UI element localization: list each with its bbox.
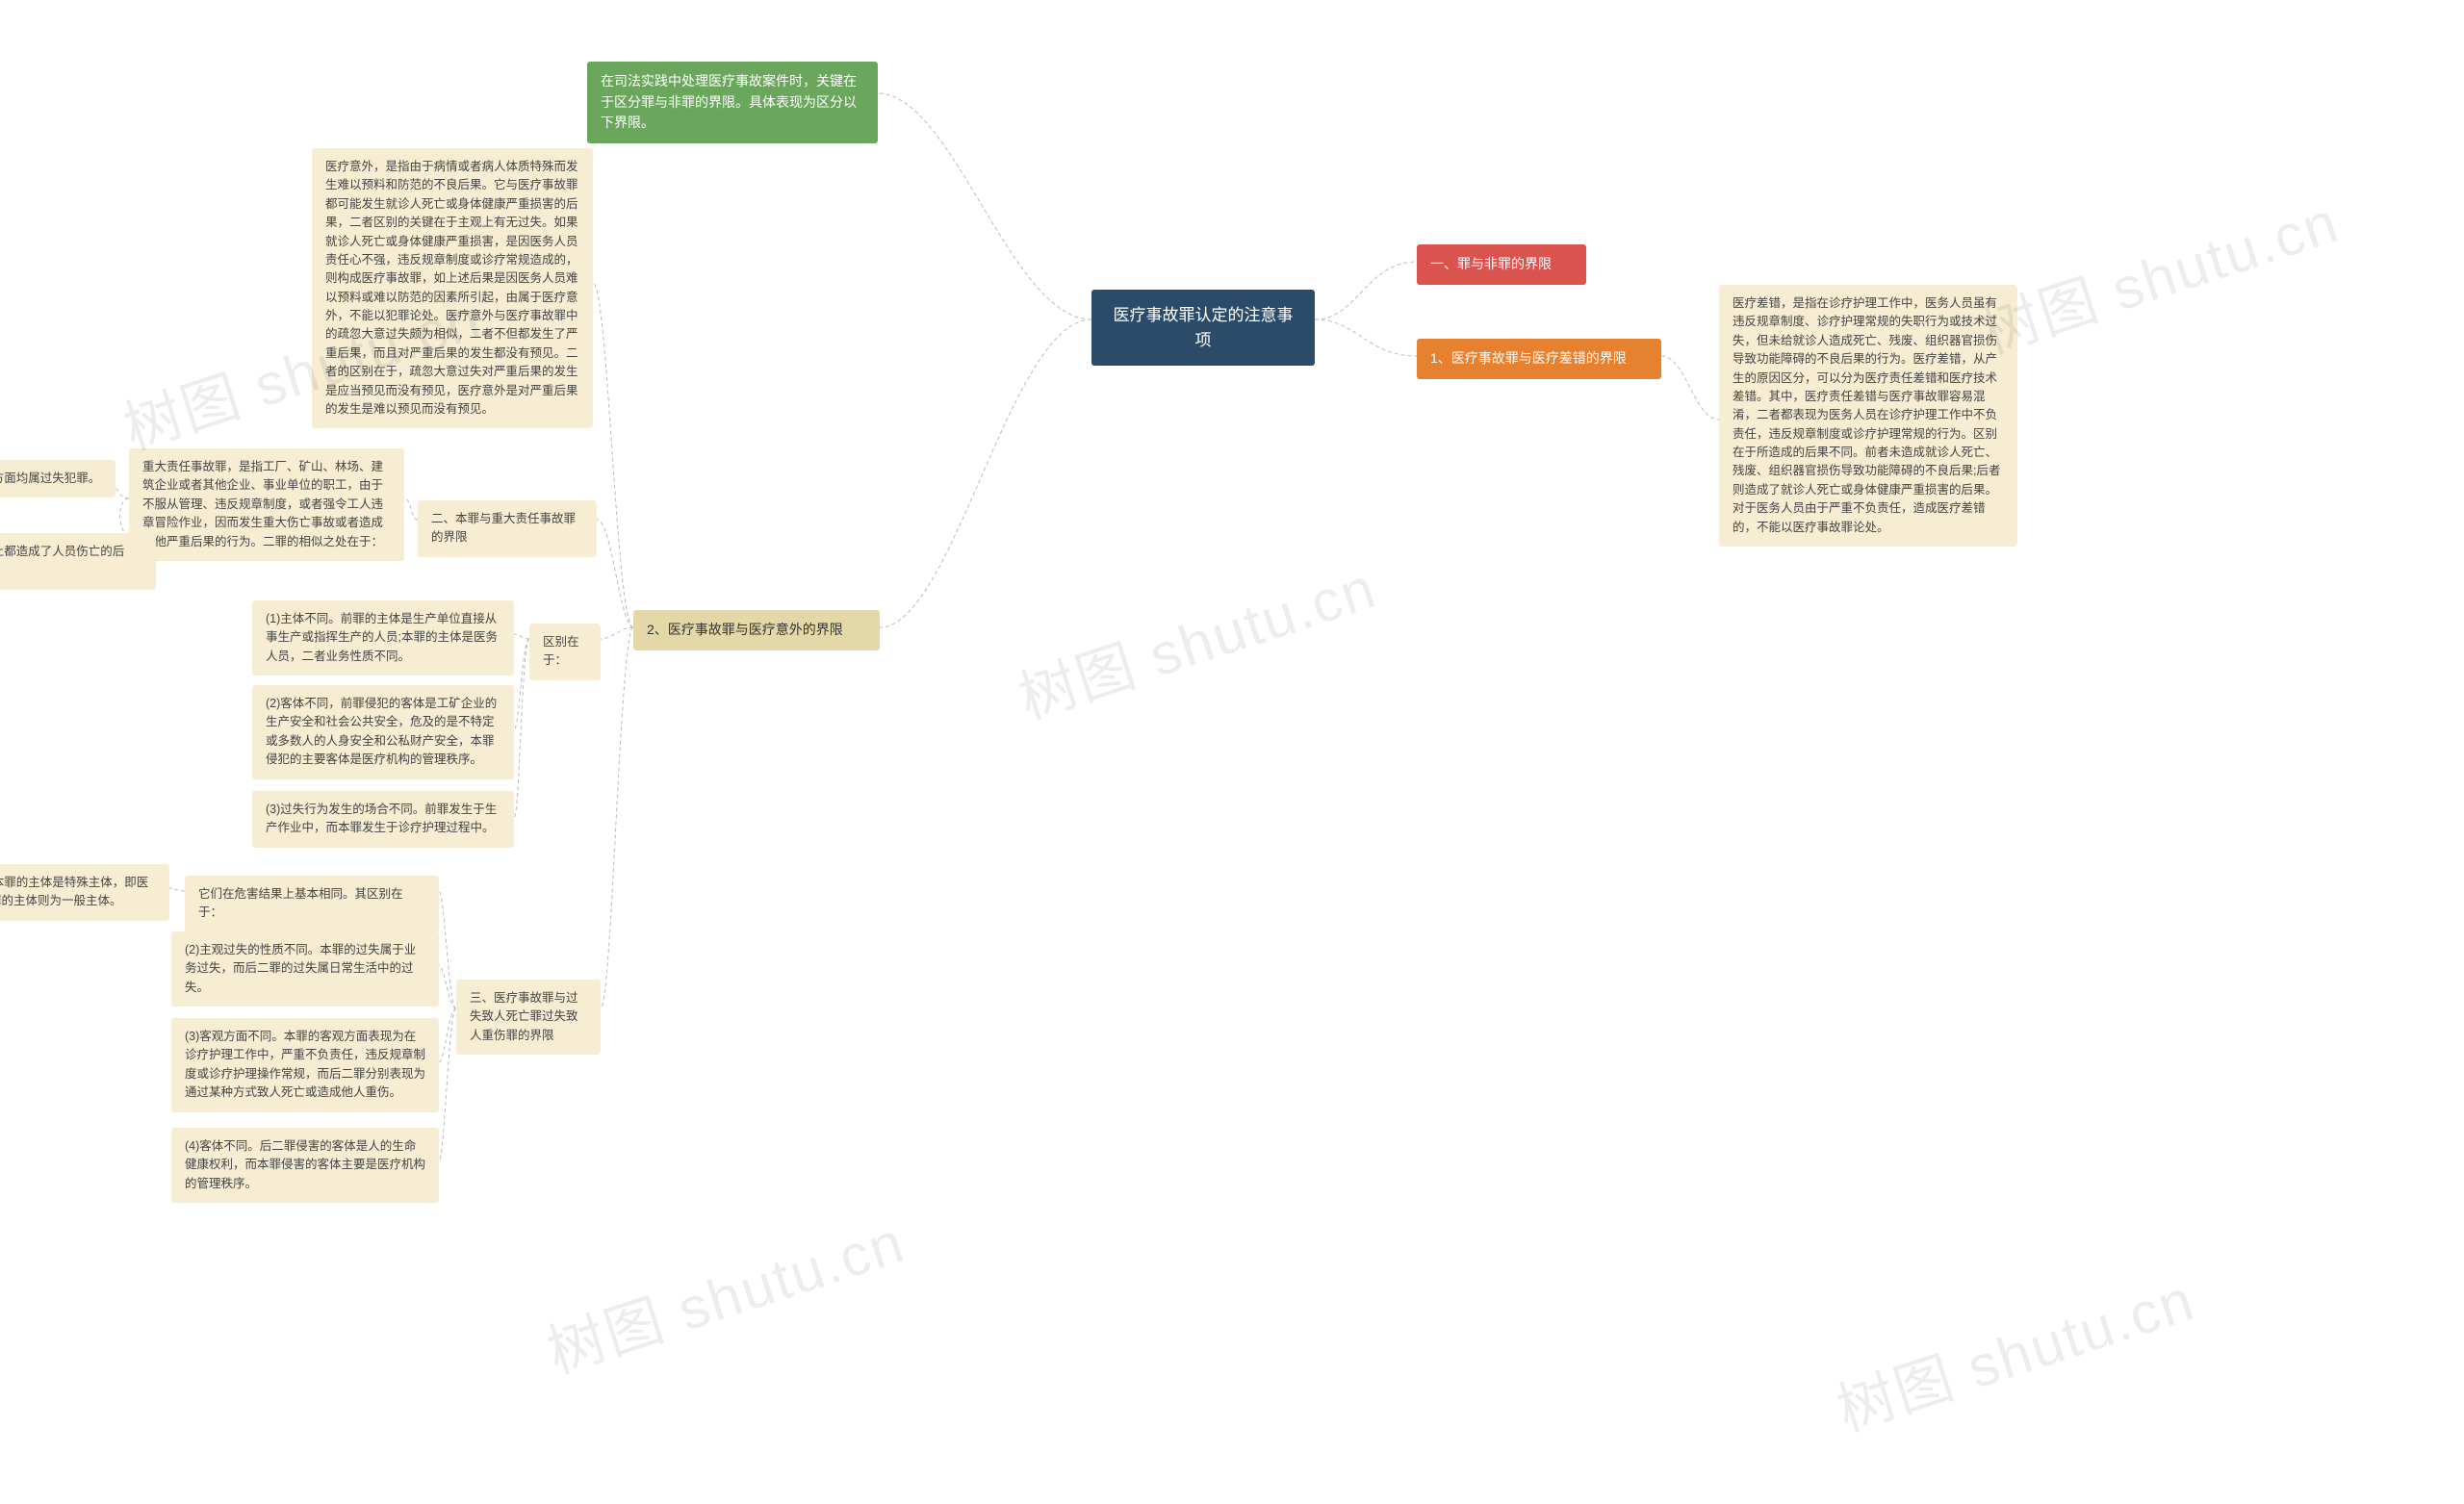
node-r1[interactable]: 一、罪与非罪的界限 bbox=[1417, 244, 1586, 285]
root-title: 医疗事故罪认定的注意事项 bbox=[1114, 306, 1294, 349]
node-l2c3-text: (3)过失行为发生的场合不同。前罪发生于生产作业中，而本罪发生于诊疗护理过程中。 bbox=[266, 803, 497, 834]
node-l2b1[interactable]: 重大责任事故罪，是指工厂、矿山、林场、建筑企业或者其他企业、事业单位的职工，由于… bbox=[129, 448, 404, 561]
node-r2a-text: 医疗差错，是指在诊疗护理工作中，医务人员虽有违反规章制度、诊疗护理常规的失职行为… bbox=[1732, 296, 2000, 534]
node-l2c2-text: (2)客体不同，前罪侵犯的客体是工矿企业的生产安全和社会公共安全，危及的是不特定… bbox=[266, 697, 497, 766]
watermark: 树图 shutu.cn bbox=[1007, 542, 1386, 736]
node-l2b1-text: 重大责任事故罪，是指工厂、矿山、林场、建筑企业或者其他企业、事业单位的职工，由于… bbox=[142, 460, 383, 548]
node-l2d0a-text: (1)主体不同。本罪的主体是特殊主体，即医务人员，后二罪的主体则为一般主体。 bbox=[0, 876, 148, 907]
node-l2[interactable]: 2、医疗事故罪与医疗意外的界限 bbox=[633, 610, 880, 650]
node-l2c1-text: (1)主体不同。前罪的主体是生产单位直接从事生产或指挥生产的人员;本罪的主体是医… bbox=[266, 612, 498, 663]
node-l2d3[interactable]: (3)客观方面不同。本罪的客观方面表现为在诊疗护理工作中，严重不负责任，违反规章… bbox=[171, 1018, 439, 1112]
node-r2[interactable]: 1、医疗事故罪与医疗差错的界限 bbox=[1417, 339, 1661, 379]
node-l2d0-text: 它们在危害结果上基本相同。其区别在于： bbox=[198, 887, 403, 919]
node-l2b1b-text: (2)二罪在客观上都造成了人员伤亡的后果。 bbox=[0, 545, 124, 576]
watermark: 树图 shutu.cn bbox=[535, 1196, 914, 1390]
watermark: 树图 shutu.cn bbox=[1825, 1254, 2204, 1448]
node-l2c1[interactable]: (1)主体不同。前罪的主体是生产单位直接从事生产或指挥生产的人员;本罪的主体是医… bbox=[252, 600, 514, 676]
node-l2c[interactable]: 区别在于： bbox=[529, 624, 601, 680]
node-l2d2-text: (2)主观过失的性质不同。本罪的过失属于业务过失，而后二罪的过失属日常生活中的过… bbox=[185, 943, 416, 994]
node-r1-label: 一、罪与非罪的界限 bbox=[1430, 256, 1552, 271]
node-l2d[interactable]: 三、医疗事故罪与过失致人死亡罪过失致人重伤罪的界限 bbox=[456, 980, 601, 1055]
node-l1[interactable]: 在司法实践中处理医疗事故案件时，关键在于区分罪与非罪的界限。具体表现为区分以下界… bbox=[587, 62, 878, 143]
node-l2d0a[interactable]: (1)主体不同。本罪的主体是特殊主体，即医务人员，后二罪的主体则为一般主体。 bbox=[0, 864, 169, 921]
node-l2d2[interactable]: (2)主观过失的性质不同。本罪的过失属于业务过失，而后二罪的过失属日常生活中的过… bbox=[171, 931, 439, 1007]
node-r2a[interactable]: 医疗差错，是指在诊疗护理工作中，医务人员虽有违反规章制度、诊疗护理常规的失职行为… bbox=[1719, 285, 2017, 547]
node-l2b1a-text: (1)两罪在主观方面均属过失犯罪。 bbox=[0, 472, 100, 485]
node-l2b1a[interactable]: (1)两罪在主观方面均属过失犯罪。 bbox=[0, 460, 116, 497]
node-l2a[interactable]: 医疗意外，是指由于病情或者病人体质特殊而发生难以预料和防范的不良后果。它与医疗事… bbox=[312, 148, 593, 428]
node-l2c-text: 区别在于： bbox=[543, 635, 579, 667]
node-l2d3-text: (3)客观方面不同。本罪的客观方面表现为在诊疗护理工作中，严重不负责任，违反规章… bbox=[185, 1030, 425, 1099]
node-l2d0[interactable]: 它们在危害结果上基本相同。其区别在于： bbox=[185, 876, 439, 932]
node-l2b1b[interactable]: (2)二罪在客观上都造成了人员伤亡的后果。 bbox=[0, 533, 156, 590]
node-l1-label: 在司法实践中处理医疗事故案件时，关键在于区分罪与非罪的界限。具体表现为区分以下界… bbox=[601, 73, 857, 130]
node-l2b[interactable]: 二、本罪与重大责任事故罪的界限 bbox=[418, 500, 597, 557]
root-node[interactable]: 医疗事故罪认定的注意事项 bbox=[1091, 290, 1315, 366]
watermark: 树图 shutu.cn bbox=[1969, 176, 2348, 370]
node-l2d4[interactable]: (4)客体不同。后二罪侵害的客体是人的生命健康权利，而本罪侵害的客体主要是医疗机… bbox=[171, 1128, 439, 1203]
node-l2d-text: 三、医疗事故罪与过失致人死亡罪过失致人重伤罪的界限 bbox=[470, 991, 578, 1042]
node-l2c2[interactable]: (2)客体不同，前罪侵犯的客体是工矿企业的生产安全和社会公共安全，危及的是不特定… bbox=[252, 685, 514, 779]
node-l2-label: 2、医疗事故罪与医疗意外的界限 bbox=[647, 622, 843, 637]
node-l2b-text: 二、本罪与重大责任事故罪的界限 bbox=[431, 512, 576, 544]
node-l2c3[interactable]: (3)过失行为发生的场合不同。前罪发生于生产作业中，而本罪发生于诊疗护理过程中。 bbox=[252, 791, 514, 848]
node-r2-label: 1、医疗事故罪与医疗差错的界限 bbox=[1430, 350, 1627, 366]
node-l2a-text: 医疗意外，是指由于病情或者病人体质特殊而发生难以预料和防范的不良后果。它与医疗事… bbox=[325, 160, 578, 416]
node-l2d4-text: (4)客体不同。后二罪侵害的客体是人的生命健康权利，而本罪侵害的客体主要是医疗机… bbox=[185, 1139, 425, 1190]
